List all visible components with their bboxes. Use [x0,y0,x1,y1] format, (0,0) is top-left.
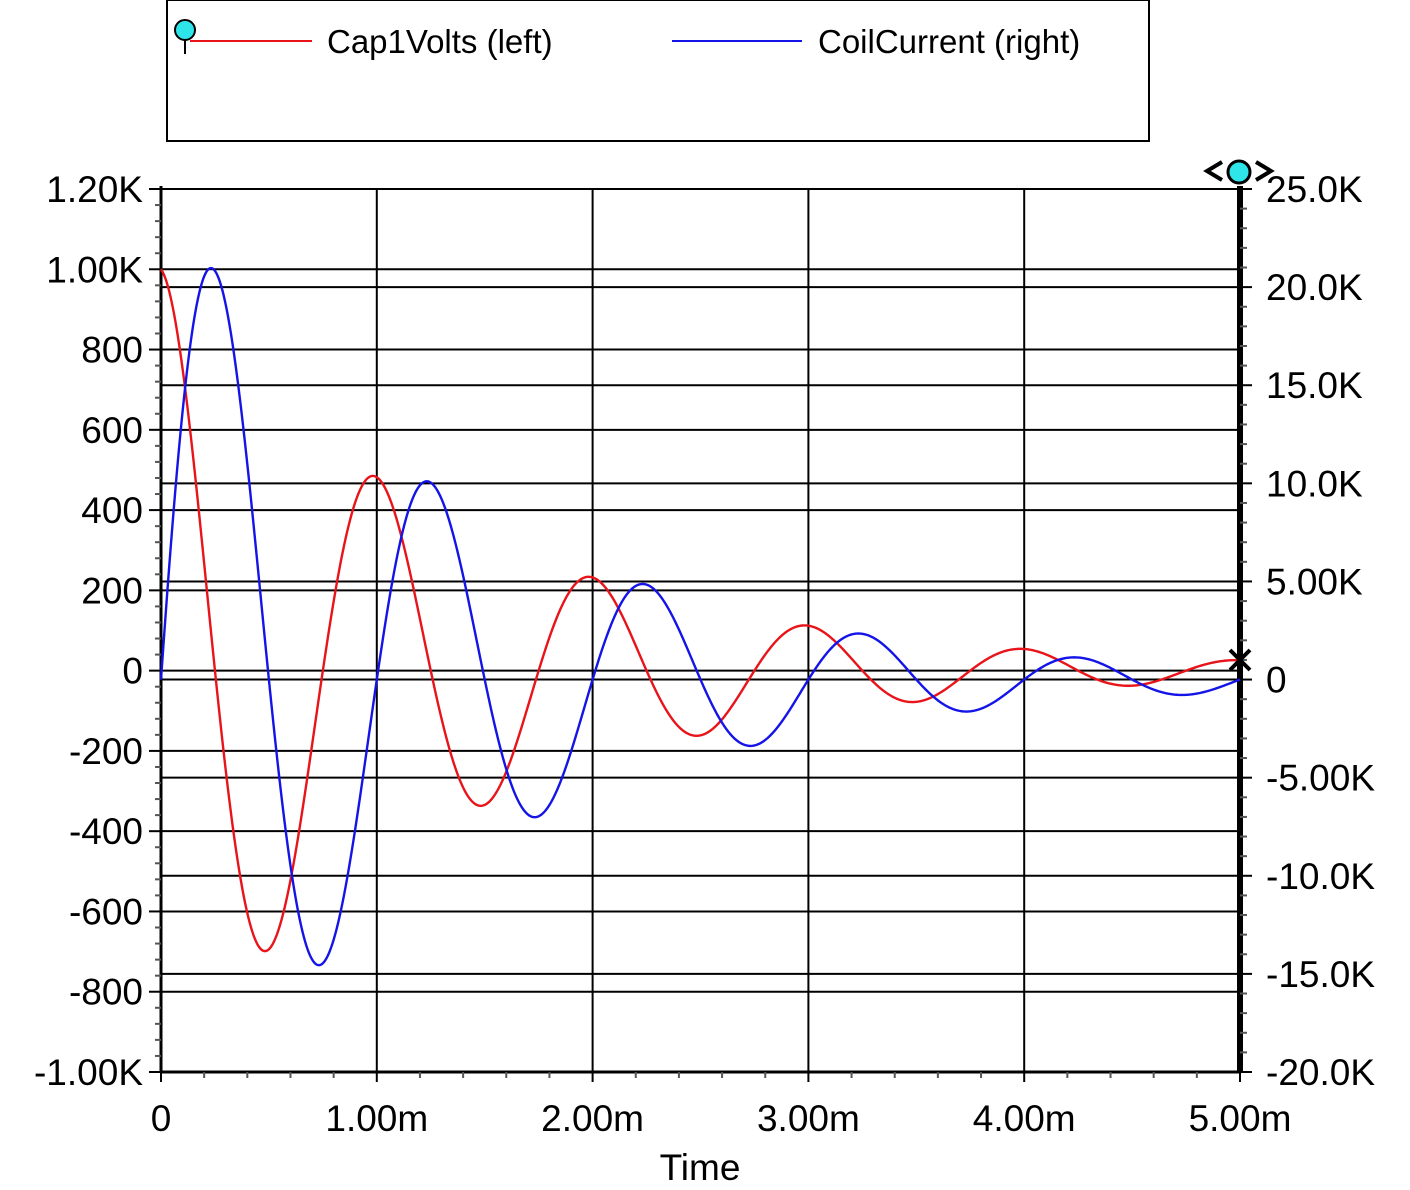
right-tick-label: -20.0K [1266,1052,1375,1093]
right-tick-label: -15.0K [1266,954,1375,995]
series-line-coilcurrent [159,266,1241,967]
x-tick-label: 2.00m [541,1098,644,1139]
left-tick-label: 1.20K [46,169,143,210]
right-tick-label: 10.0K [1266,463,1363,504]
x-tick-label: 3.00m [757,1098,860,1139]
left-tick-label: 200 [81,570,143,611]
left-axis-tick-labels: -1.00K -800 -600 -400 -200 0 200 400 600 800 1.00K… [34,169,143,1093]
legend-label-coilcurrent: CoilCurrent (right) [818,23,1080,60]
right-tick-label: -10.0K [1266,856,1375,897]
right-tick-label: 0 [1266,660,1287,701]
left-tick-label: 400 [81,490,143,531]
cursor-right-chevron-icon [1254,160,1275,182]
series-line-cap1volts [159,268,1241,953]
right-tick-label: 25.0K [1266,169,1363,210]
right-tick-label: 20.0K [1266,267,1363,308]
left-tick-label: -400 [69,811,143,852]
left-tick-label: -1.00K [34,1052,143,1093]
cursor-x-stroke-b [1228,648,1252,672]
right-tick-label: -5.00K [1266,758,1375,799]
x-tick-label: 1.00m [325,1098,428,1139]
left-tick-label: -200 [69,731,143,772]
legend-box [166,0,1150,142]
x-tick-label: 5.00m [1189,1098,1292,1139]
left-tick-label: 1.00K [46,249,143,290]
left-horizontal-gridlines [161,188,1240,993]
left-tick-label: -800 [69,972,143,1013]
legend-pin-icon[interactable] [174,19,196,41]
x-axis-title: Time [660,1147,741,1188]
x-axis-tick-labels: 0 1.00m 2.00m 3.00m 4.00m 5.00m [151,1098,1292,1139]
left-tick-label: -600 [69,891,143,932]
left-tick-label: 0 [122,651,143,692]
left-tick-label: 800 [81,330,143,371]
legend-label-cap1volts: Cap1Volts (left) [327,23,553,60]
x-tick-label: 0 [151,1098,172,1139]
x-tick-label: 4.00m [973,1098,1076,1139]
right-tick-label: 5.00K [1266,561,1363,602]
cursor-marker-top[interactable] [1203,159,1275,185]
right-horizontal-gridlines [161,286,1240,975]
cursor-left-chevron-icon [1203,160,1224,182]
right-tick-label: 15.0K [1266,365,1363,406]
cursor-x-marker-icon[interactable] [1228,648,1252,672]
right-axis-tick-labels: -20.0K -15.0K -10.0K -5.00K 0 5.00K 10.0K 15.0K… [1266,169,1375,1093]
cursor-pin-icon [1226,159,1252,185]
vertical-gridlines [375,189,1026,1072]
left-tick-label: 600 [81,410,143,451]
minor-ticks [149,188,1252,1082]
legend: Cap1Volts (left) CoilCurrent (right) [166,0,1150,142]
